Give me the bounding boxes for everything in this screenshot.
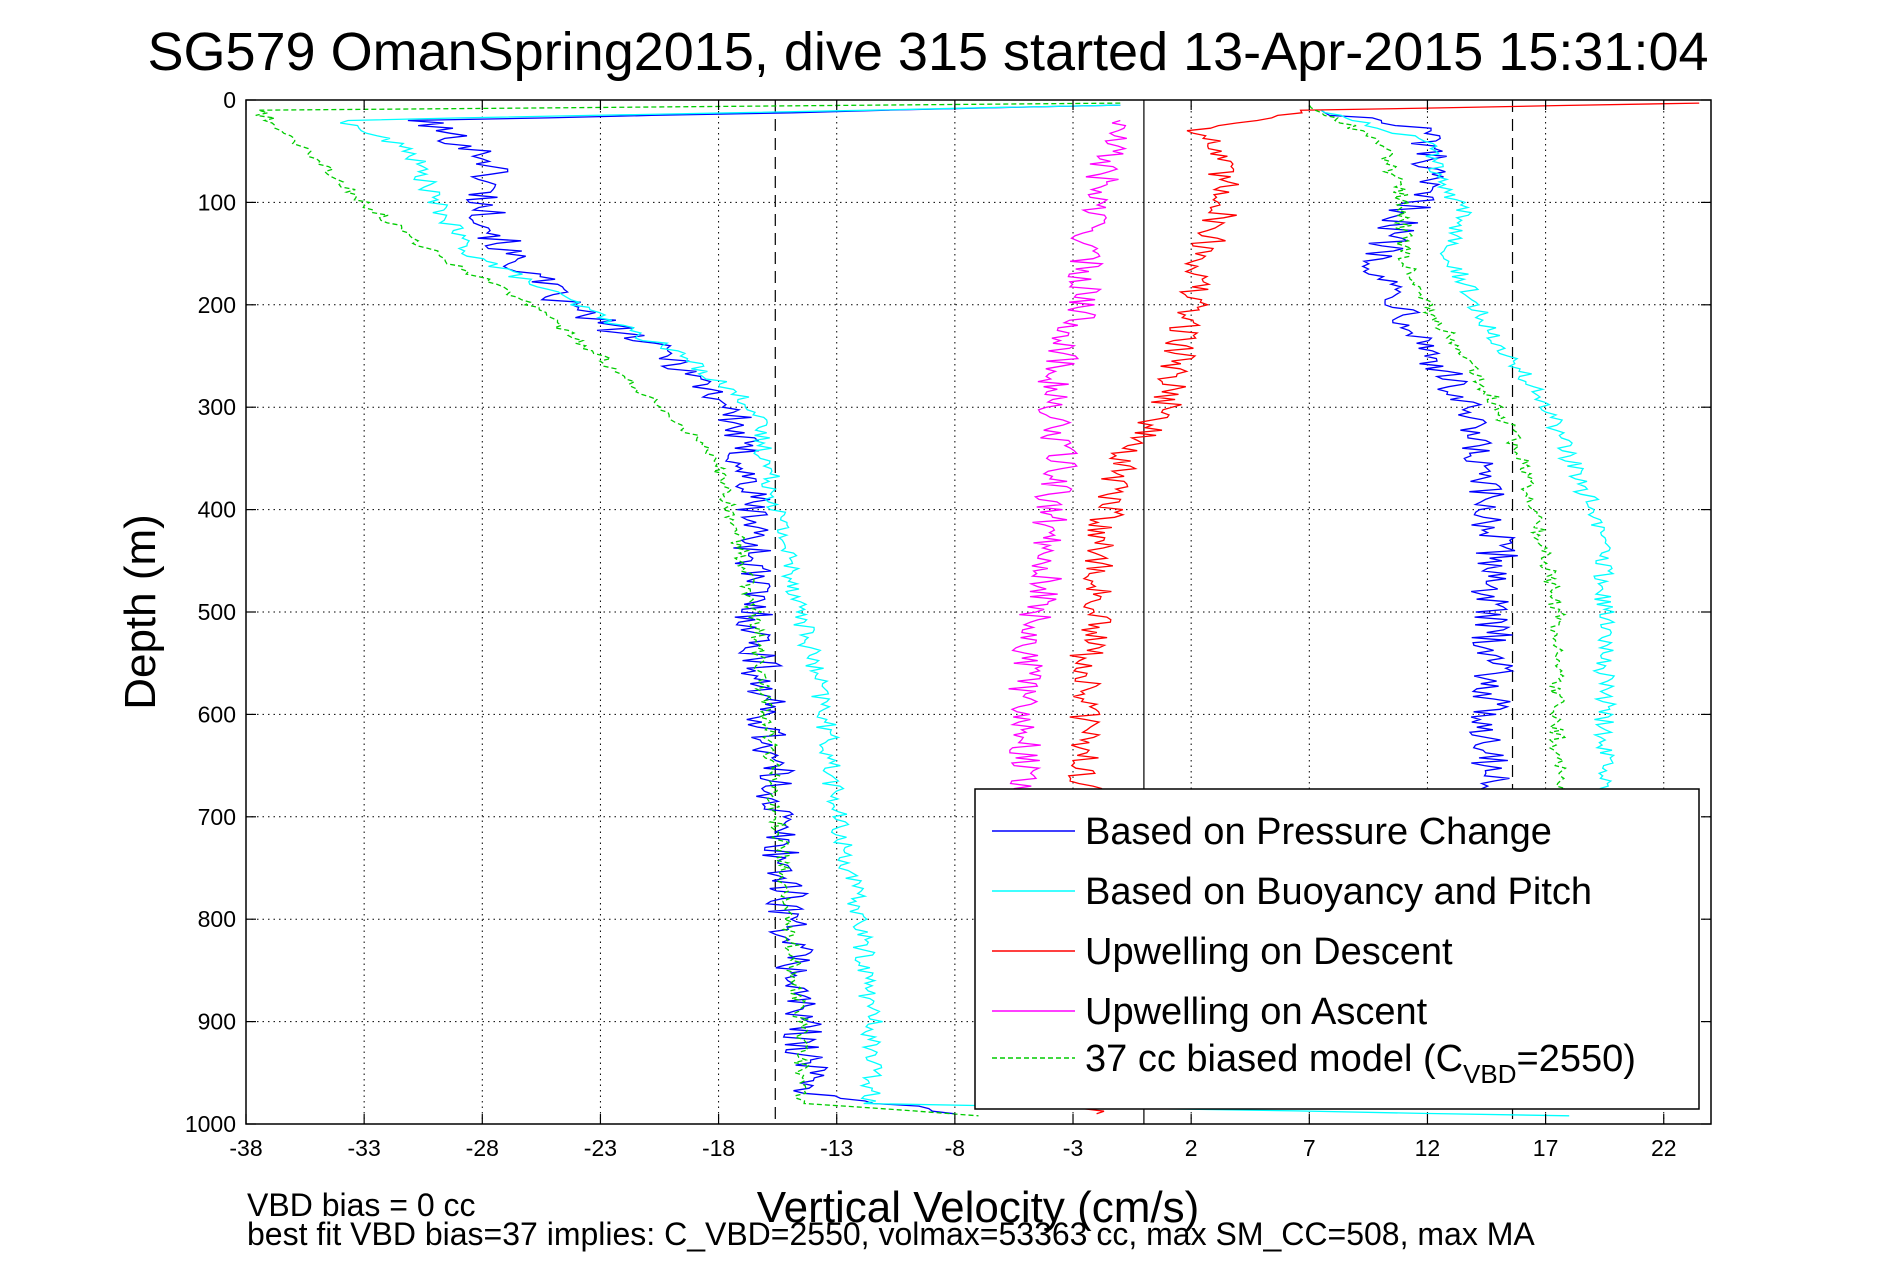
y-tick-label: 700	[198, 804, 236, 830]
x-tick-label: -8	[945, 1135, 965, 1161]
series-line-2-ascent	[1320, 109, 1618, 818]
x-tick-label: 2	[1185, 1135, 1198, 1161]
x-tick-label: -13	[820, 1135, 853, 1161]
chart-title: SG579 OmanSpring2015, dive 315 started 1…	[147, 22, 1708, 82]
x-tick-label: -23	[584, 1135, 617, 1161]
annotation-best-fit: best fit VBD bias=37 implies: C_VBD=2550…	[247, 1216, 1535, 1252]
y-tick-label: 300	[198, 394, 236, 420]
y-tick-label: 200	[198, 292, 236, 318]
y-axis-label: Depth (m)	[116, 514, 165, 710]
series-line-5-ascent	[1308, 104, 1568, 818]
legend-label: Based on Buoyancy and Pitch	[1085, 871, 1592, 913]
legend: Based on Pressure Change Based on Buoyanc…	[974, 788, 1700, 1110]
series-line-4-ascent	[1007, 119, 1128, 818]
x-tick-label: -28	[466, 1135, 499, 1161]
series-line-2-descent	[340, 104, 1570, 1117]
x-tick-label: 12	[1415, 1135, 1441, 1161]
y-ticks: 0 100 200 300 400 500 600 700 800 900 1000	[185, 87, 1711, 1137]
x-tick-label: -38	[229, 1135, 262, 1161]
x-tick-label: -33	[348, 1135, 381, 1161]
series-line-1-ascent	[1320, 109, 1518, 818]
y-tick-label: 1000	[185, 1111, 236, 1137]
y-tick-label: 0	[223, 87, 236, 113]
legend-label: Upwelling on Ascent	[1085, 991, 1428, 1033]
legend-label: Upwelling on Descent	[1085, 931, 1453, 973]
y-tick-label: 600	[198, 701, 236, 727]
legend-label: Based on Pressure Change	[1085, 811, 1552, 853]
x-tick-label: 17	[1533, 1135, 1559, 1161]
y-tick-label: 800	[198, 906, 236, 932]
x-tick-label: -3	[1063, 1135, 1083, 1161]
annotation-vbd-bias: VBD bias = 0 cc	[247, 1187, 476, 1223]
legend-label: 37 cc biased model (CVBD=2550)	[1085, 1038, 1636, 1089]
legend-box	[974, 788, 1700, 1110]
series-line-5-descent	[255, 102, 1121, 1117]
series-layer	[255, 102, 1700, 1117]
x-axis-label: Vertical Velocity (cm/s)	[757, 1183, 1200, 1232]
x-tick-label: -18	[702, 1135, 735, 1161]
y-tick-label: 500	[198, 599, 236, 625]
x-tick-label: 7	[1303, 1135, 1316, 1161]
y-tick-label: 400	[198, 497, 236, 523]
y-tick-label: 900	[198, 1009, 236, 1035]
x-tick-label: 22	[1651, 1135, 1677, 1161]
x-ticks: -38 -33 -28 -23 -18 -13 -8 -3 2 7 12 17 22	[229, 100, 1677, 1161]
series-line-1-descent	[407, 104, 1121, 1115]
y-tick-label: 100	[198, 189, 236, 215]
